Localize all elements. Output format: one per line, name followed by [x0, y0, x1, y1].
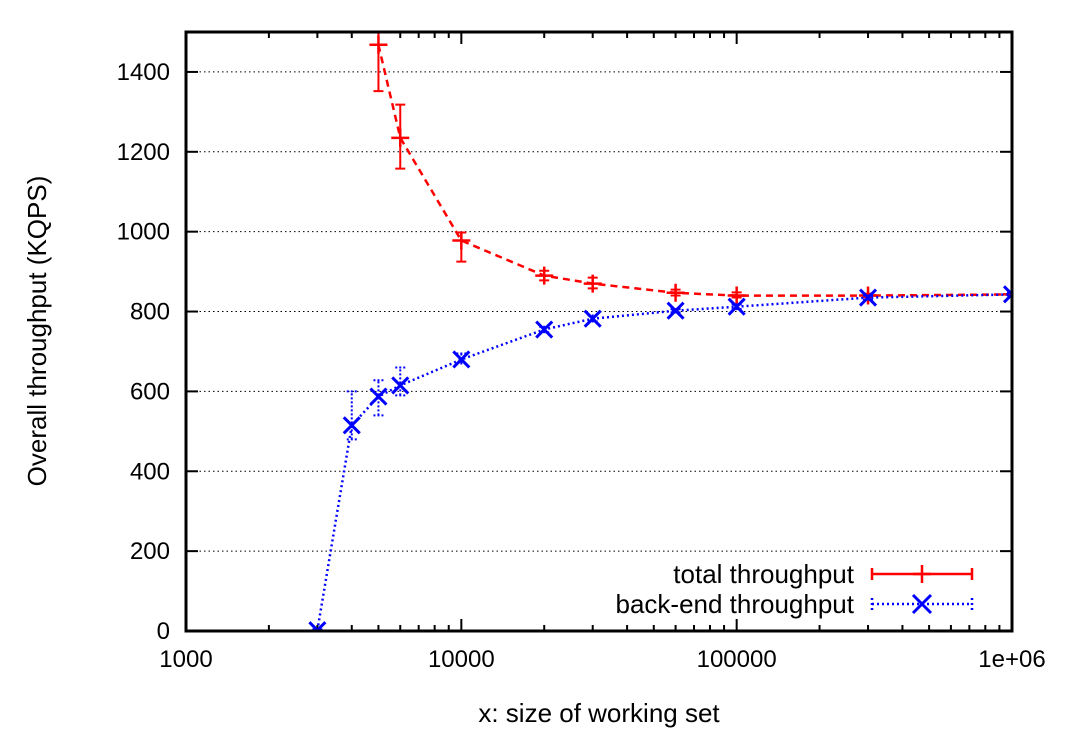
x-axis-title: x: size of working set: [478, 698, 720, 728]
data-point: [452, 350, 471, 369]
x-tick-label: 1000: [159, 646, 212, 673]
series-line: [316, 293, 1012, 631]
y-tick-label: 400: [130, 458, 170, 485]
legend-label: total throughput: [673, 559, 854, 589]
tick-labels: 0 200 400 600 800 1000 1200 1400 1000 10000 100000…: [117, 59, 1046, 673]
data-point: [858, 288, 878, 307]
x-tick-label: 10000: [428, 646, 495, 673]
y-tick-label: 1400: [117, 59, 170, 86]
data-point: [727, 297, 746, 316]
y-tick-label: 600: [130, 378, 170, 405]
data-point: [535, 320, 554, 339]
data-point: [727, 286, 746, 305]
data-point: [1003, 285, 1012, 304]
y-tick-label: 1000: [117, 219, 170, 246]
data-point: [342, 416, 361, 435]
legend-label: back-end throughput: [615, 589, 854, 619]
x-tick-label: 1e+06: [978, 646, 1045, 673]
series-line: [377, 44, 1012, 297]
data-point: [391, 376, 410, 395]
error-bar: [395, 366, 406, 397]
x-tick-label: 100000: [697, 646, 777, 673]
data-point: [583, 309, 602, 328]
data-point: [391, 128, 410, 147]
data-point: [452, 231, 471, 250]
legend-marker: [911, 593, 933, 615]
y-axis-title: Overall throughput (KQPS): [22, 176, 52, 487]
data-series: [308, 32, 1012, 631]
data-point: [535, 266, 554, 285]
legend-marker: [913, 565, 931, 583]
data-point: [369, 387, 388, 406]
data-point: [1002, 285, 1012, 304]
data-point: [369, 35, 388, 54]
axis-ticks: [185, 32, 1013, 632]
y-tick-label: 200: [130, 538, 170, 565]
y-tick-label: 0: [157, 618, 170, 645]
data-point: [666, 301, 685, 320]
error-bar: [346, 390, 357, 441]
y-tick-label: 1200: [117, 139, 170, 166]
y-tick-label: 800: [130, 299, 170, 326]
data-point: [666, 283, 685, 302]
plot-frame: [184, 30, 1014, 633]
data-point: [583, 274, 602, 293]
series-total-throughput: [369, 32, 1012, 305]
series-back-end-throughput: [308, 285, 1012, 631]
error-bar: [1007, 292, 1012, 297]
